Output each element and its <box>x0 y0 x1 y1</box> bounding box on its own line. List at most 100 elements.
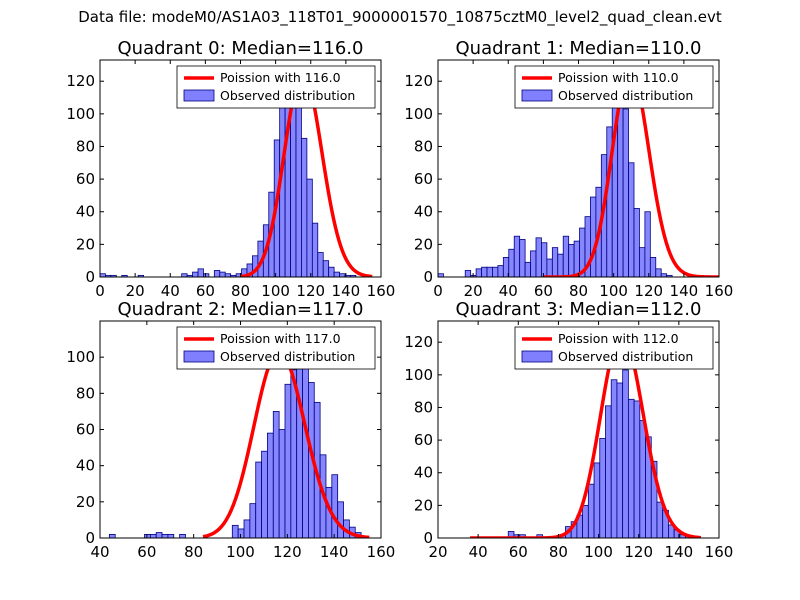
histogram-bar <box>593 462 601 538</box>
y-tick-label: 60 <box>414 431 433 449</box>
histogram-bar <box>649 257 657 277</box>
quadrant-2-title: Quadrant 2: Median=117.0 <box>118 299 364 320</box>
y-tick-label: 100 <box>404 366 433 384</box>
histogram-bar <box>301 137 308 277</box>
y-tick-label: 20 <box>76 493 95 511</box>
histogram-bar <box>243 519 251 538</box>
poisson-curve <box>470 332 702 538</box>
histogram-bar <box>317 252 324 277</box>
legend-bar-label: Observed distribution <box>558 88 693 103</box>
histogram-bar <box>108 533 116 538</box>
histogram-bar <box>562 235 570 277</box>
histogram-bar <box>438 273 444 277</box>
histogram-bar <box>179 533 186 538</box>
x-tick-label: 60 <box>196 282 215 300</box>
y-tick-label: 80 <box>76 384 95 402</box>
histogram-bar <box>610 379 618 538</box>
histogram-bar <box>144 533 151 538</box>
histogram-bar <box>656 501 664 538</box>
histogram-bar <box>627 398 635 538</box>
histogram-bar <box>267 432 274 538</box>
histogram-bar <box>167 533 175 538</box>
histogram-bar <box>272 411 280 538</box>
histogram-bar <box>633 400 641 538</box>
quadrant-1-chart: Quadrant 1: Median=110.0 0 20 40 60 80 100 120 1… <box>404 38 733 300</box>
legend: Poission with 112.0 Observed distribution <box>514 326 714 370</box>
histogram-bar <box>290 369 298 538</box>
legend-line-label: Poission with 117.0 <box>220 331 341 346</box>
x-tick-label: 60 <box>509 543 528 561</box>
x-tick-label: 0 <box>95 282 105 300</box>
histogram-bar <box>249 503 257 538</box>
histogram-bar <box>155 532 163 538</box>
histogram-bar <box>513 235 521 277</box>
x-tick-label: 20 <box>464 282 483 300</box>
x-tick-label: 100 <box>261 282 290 300</box>
histogram-bar <box>481 266 488 277</box>
x-tick-label: 120 <box>296 282 325 300</box>
y-tick-label: 80 <box>414 398 433 416</box>
histogram-bar <box>590 196 597 277</box>
legend-line-label: Poission with 112.0 <box>558 331 679 346</box>
plot-frame <box>437 320 720 539</box>
legend-box <box>176 65 376 109</box>
x-tick-label: 60 <box>534 282 553 300</box>
histogram-bar <box>557 253 564 277</box>
histogram-bar <box>573 240 580 277</box>
legend: Poission with 116.0 Observed distribution <box>176 65 376 109</box>
histogram-bar <box>639 420 646 538</box>
y-tick-label: 120 <box>404 333 433 351</box>
x-tick-label: 80 <box>184 543 203 561</box>
histogram-bar <box>582 504 589 538</box>
legend-bar-label: Observed distribution <box>220 88 355 103</box>
histogram-bar <box>633 208 640 277</box>
histogram-bar <box>331 474 339 538</box>
x-tick-label: 60 <box>137 543 156 561</box>
x-tick-label: 80 <box>569 282 588 300</box>
histogram-bar <box>622 108 629 277</box>
y-tick-label: 100 <box>66 348 95 366</box>
quadrant-3-title: Quadrant 3: Median=112.0 <box>456 299 702 320</box>
histogram-bar <box>261 450 268 538</box>
histogram-bar <box>203 273 210 277</box>
figure-title: Data file: modeM0/AS1A03_118T01_90000015… <box>78 8 722 26</box>
x-tick-label: 160 <box>705 282 734 300</box>
histogram-bars <box>507 369 692 538</box>
histogram-bar <box>486 266 493 277</box>
x-tick-label: 0 <box>433 282 443 300</box>
histogram-bar <box>639 247 646 277</box>
histogram-bar <box>475 268 482 277</box>
y-tick-label: 60 <box>76 170 95 188</box>
quadrant-3-chart: Quadrant 3: Median=112.0 20 40 60 80 100 120 14… <box>404 299 733 561</box>
quadrant-0-title: Quadrant 0: Median=116.0 <box>118 38 364 59</box>
legend-bar-label: Observed distribution <box>220 349 355 364</box>
x-tick-label: 140 <box>670 282 699 300</box>
x-tick-label: 80 <box>231 282 250 300</box>
histogram-bar <box>599 438 606 538</box>
histogram-bar <box>464 270 472 277</box>
histogram-bar <box>587 483 595 538</box>
histogram-bar <box>524 261 531 277</box>
x-tick-label: 140 <box>332 282 361 300</box>
y-tick-label: 20 <box>414 235 433 253</box>
x-tick-label: 140 <box>665 543 694 561</box>
legend-bar-swatch <box>183 350 215 363</box>
x-tick-label: 140 <box>320 543 349 561</box>
x-tick-label: 120 <box>624 543 653 561</box>
y-tick-label: 0 <box>423 268 433 286</box>
histogram-bar <box>333 271 340 277</box>
histogram-bar <box>311 222 319 277</box>
x-tick-label: 40 <box>90 543 109 561</box>
histogram-bar <box>337 501 344 538</box>
y-tick-label: 80 <box>414 137 433 155</box>
histogram-bar <box>161 533 169 538</box>
x-tick-label: 20 <box>428 543 447 561</box>
x-tick-label: 160 <box>705 543 734 561</box>
histogram-bar <box>192 271 199 277</box>
histogram-bar <box>237 528 245 538</box>
histogram-bar <box>492 266 499 277</box>
histogram-bar <box>616 382 624 538</box>
legend-line-label: Poission with 116.0 <box>220 70 341 85</box>
histogram-bar <box>213 270 221 277</box>
